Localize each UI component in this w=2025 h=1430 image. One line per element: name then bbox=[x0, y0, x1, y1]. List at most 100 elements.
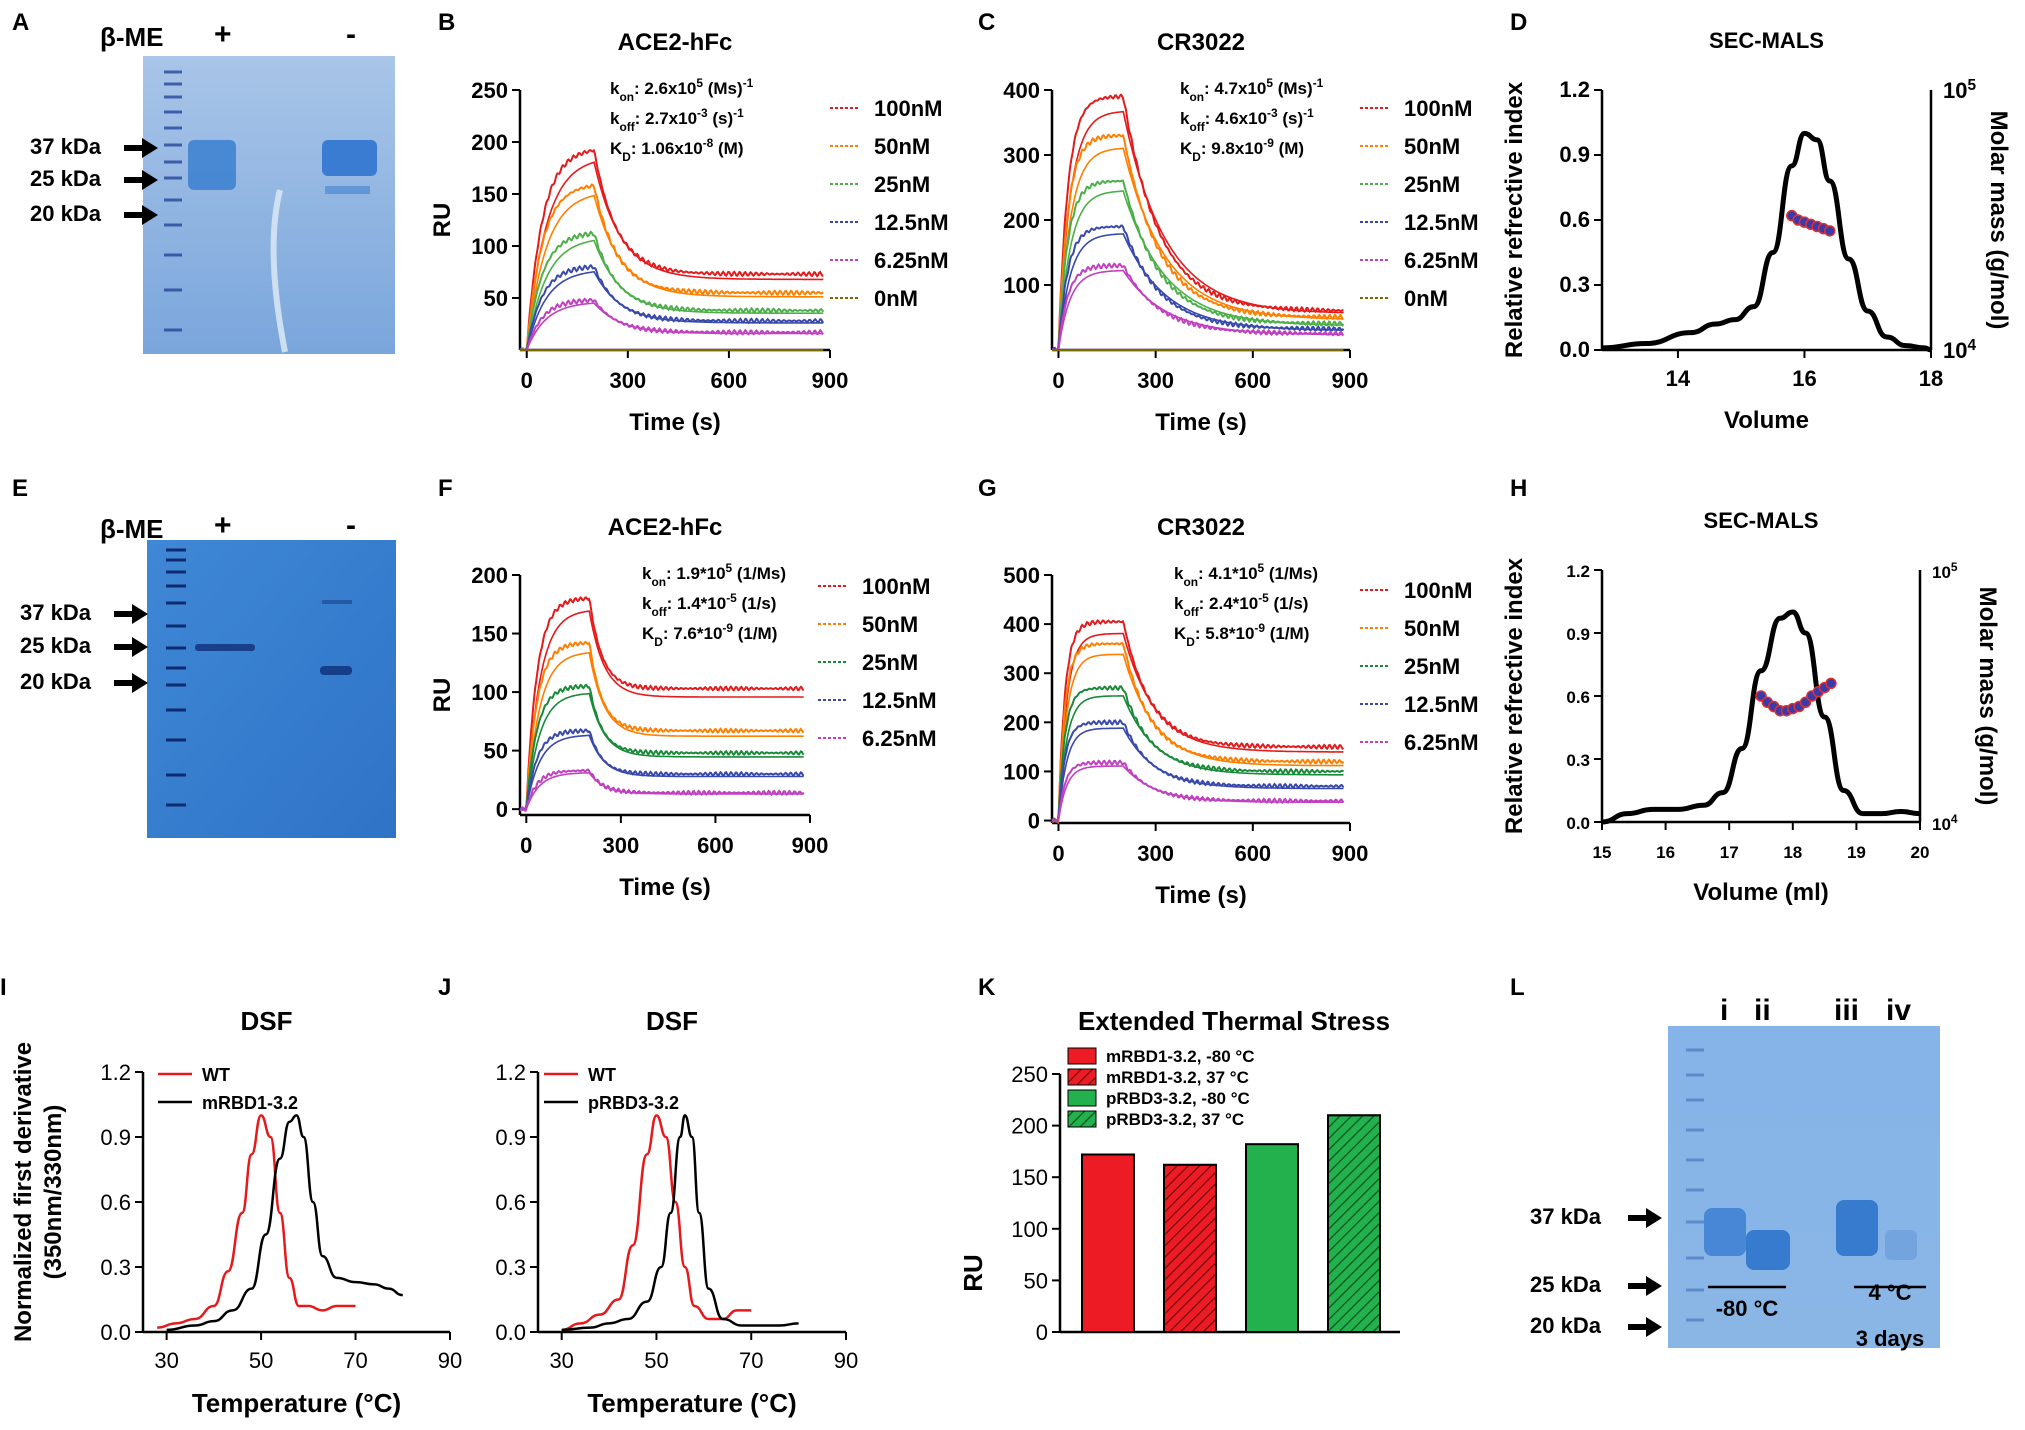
x-tick-label: 0 bbox=[521, 368, 533, 393]
series-line bbox=[561, 1114, 799, 1332]
y-tick-label: 100 bbox=[471, 234, 508, 259]
arrow-icon bbox=[124, 138, 158, 225]
y-tick-label: 50 bbox=[484, 286, 508, 311]
gel-band bbox=[1836, 1200, 1878, 1256]
series-line bbox=[1051, 718, 1345, 823]
y-tick-label: 0.0 bbox=[495, 1320, 526, 1345]
lane-label: i bbox=[1720, 994, 1728, 1027]
legend-label: 50nM bbox=[862, 612, 918, 637]
y-tick-label: 100 bbox=[471, 680, 508, 705]
chart-f: ACE2-hFc Time (s) RU 0 300 600 900 0 50 100 150 200… bbox=[429, 514, 937, 901]
series-line bbox=[519, 640, 805, 811]
panel-letter-k: K bbox=[978, 974, 996, 1001]
y-tick-label: 0.6 bbox=[495, 1190, 526, 1215]
y-tick-label: 0.9 bbox=[1559, 142, 1590, 167]
gel-band bbox=[1885, 1230, 1917, 1260]
bar-hatch bbox=[1327, 1114, 1381, 1334]
x-axis-label: Temperature (°C) bbox=[192, 1388, 401, 1418]
fit-line bbox=[525, 161, 824, 351]
fit-line bbox=[525, 194, 824, 351]
legend-label: WT bbox=[588, 1065, 616, 1085]
panel-letter-g: G bbox=[978, 475, 997, 502]
series-line bbox=[166, 1114, 403, 1332]
arrow-icon bbox=[114, 604, 148, 693]
ri-trace bbox=[1601, 130, 1932, 353]
x-tick-label: 30 bbox=[154, 1348, 178, 1373]
series-line bbox=[1051, 641, 1345, 825]
chart-title: ACE2-hFc bbox=[618, 29, 733, 56]
fit-line bbox=[1057, 653, 1344, 821]
marker-label: 20 kDa bbox=[30, 201, 102, 226]
chart-title: Extended Thermal Stress bbox=[1078, 1006, 1390, 1036]
series-line bbox=[1051, 618, 1345, 825]
chart-b: ACE2-hFc Time (s) RU 0 300 600 900 50 100 150 200 2… bbox=[429, 29, 949, 436]
chart-title: ACE2-hFc bbox=[608, 514, 723, 541]
panel-letter-i: I bbox=[0, 974, 7, 1001]
gel-l-markers: 37 kDa 25 kDa 20 kDa bbox=[1530, 1204, 1602, 1338]
marker-label: 25 kDa bbox=[30, 166, 102, 191]
y-tick-label: 0.3 bbox=[100, 1255, 131, 1280]
marker-label: 25 kDa bbox=[20, 633, 92, 658]
y-tick-label: 1.2 bbox=[1559, 77, 1590, 102]
legend-label: 50nM bbox=[1404, 616, 1460, 641]
legend-label: 50nM bbox=[1404, 134, 1460, 159]
series-line bbox=[1051, 759, 1345, 823]
y-tick-label: 150 bbox=[471, 622, 508, 647]
gel-band bbox=[195, 644, 255, 651]
series-line bbox=[519, 297, 824, 351]
gel-l bbox=[1668, 1026, 1940, 1348]
panel-letter-l: L bbox=[1510, 974, 1525, 1001]
kinetics-label: kon: 1.9*105 (1/Ms) bbox=[642, 561, 786, 589]
y-tick-label: 0.6 bbox=[1559, 207, 1590, 232]
series-line bbox=[1052, 133, 1344, 352]
series-line bbox=[519, 230, 825, 351]
y2-axis-label: Molar mass (g/mol) bbox=[1985, 111, 2012, 330]
legend-label: 25nM bbox=[862, 650, 918, 675]
x-axis-label: Time (s) bbox=[619, 874, 711, 901]
y-tick-label: 1.2 bbox=[1566, 562, 1590, 581]
y-tick-label: 1.2 bbox=[100, 1060, 131, 1085]
legend-label: 12.5nM bbox=[1404, 692, 1479, 717]
y-tick-label: 200 bbox=[471, 563, 508, 588]
gel-e-lane-minus: - bbox=[346, 509, 356, 542]
gel-e bbox=[147, 540, 396, 838]
ladder-l bbox=[1686, 1048, 1704, 1322]
panel-letter-b: B bbox=[438, 9, 455, 36]
y-tick-label: 150 bbox=[471, 182, 508, 207]
x-tick-label: 0 bbox=[1052, 841, 1064, 866]
y-axis-label: Relative refrective index bbox=[1501, 81, 1528, 358]
chart-j: DSF Temperature (°C) 30 50 70 90 0.0 0.3 0.6 0.9 1… bbox=[495, 1006, 858, 1418]
lane-label: iv bbox=[1886, 994, 1911, 1027]
y-tick-label: 0.0 bbox=[100, 1320, 131, 1345]
y-tick-label: 0.6 bbox=[100, 1190, 131, 1215]
x-tick-label: 20 bbox=[1911, 843, 1930, 862]
y-tick-label: 0.9 bbox=[1566, 625, 1590, 644]
x-tick-label: 70 bbox=[739, 1348, 763, 1373]
y2-tick-label: 105 bbox=[1932, 560, 1958, 582]
chart-k: Extended Thermal Stress RU 0 50 100 150 200 250… bbox=[958, 1006, 1400, 1345]
chart-title: DSF bbox=[646, 1006, 698, 1036]
kinetics-label: KD: 9.8x10-9 (M) bbox=[1180, 136, 1304, 164]
chart-d: SEC-MALS Volume Relative refrective index M… bbox=[1501, 28, 2012, 434]
fit-line bbox=[1057, 147, 1344, 351]
fit-line bbox=[1057, 632, 1344, 821]
x-tick-label: 600 bbox=[1234, 841, 1271, 866]
x-tick-label: 50 bbox=[644, 1348, 668, 1373]
y2-tick-label: 105 bbox=[1943, 77, 1976, 104]
y-tick-label: 300 bbox=[1003, 661, 1040, 686]
series-line bbox=[519, 263, 825, 351]
panel-letter-a: A bbox=[12, 9, 29, 36]
legend-label: 12.5nM bbox=[874, 210, 949, 235]
y-tick-label: 250 bbox=[1011, 1062, 1048, 1087]
lane-label: iii bbox=[1834, 994, 1859, 1027]
y2-tick-label: 104 bbox=[1932, 812, 1958, 834]
gel-band bbox=[1704, 1208, 1746, 1256]
marker-label: 37 kDa bbox=[1530, 1204, 1602, 1229]
y-tick-label: 500 bbox=[1003, 563, 1040, 588]
x-axis-label: Volume bbox=[1724, 407, 1809, 434]
panel-letter-f: F bbox=[438, 475, 453, 502]
series-line bbox=[519, 683, 805, 811]
bar bbox=[1081, 1153, 1135, 1333]
x-tick-label: 14 bbox=[1666, 366, 1691, 391]
legend-label: 25nM bbox=[874, 172, 930, 197]
